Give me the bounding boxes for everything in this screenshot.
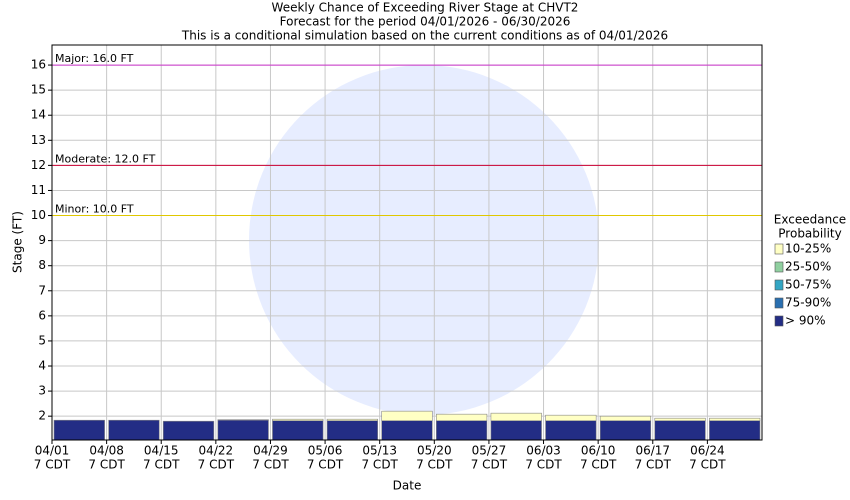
y-tick-label: 8 [38, 258, 46, 272]
x-tick-label: 7 CDT [580, 458, 617, 472]
bar-segment [217, 419, 269, 441]
x-tick-label: 05/27 [472, 444, 507, 458]
x-tick-label: 06/03 [526, 444, 561, 458]
x-tick-label: 7 CDT [307, 458, 344, 472]
bar-segment [326, 420, 378, 441]
x-axis-label: Date [393, 479, 422, 493]
legend-swatch [774, 297, 784, 309]
bar-segment [53, 419, 105, 441]
legend-label: 10-25% [785, 242, 831, 256]
y-tick-label: 12 [31, 158, 46, 172]
legend-swatch [774, 279, 784, 291]
legend-swatch [774, 243, 784, 255]
bar-segment [545, 414, 597, 421]
x-tick-label: 04/08 [89, 444, 124, 458]
bar-segment [326, 418, 378, 421]
bar-segment [545, 420, 597, 441]
x-tick-label: 04/29 [253, 444, 288, 458]
x-tick-label: 7 CDT [34, 458, 71, 472]
y-tick-label: 9 [38, 233, 46, 247]
bar-segment [654, 417, 706, 421]
x-tick-label: 05/06 [308, 444, 343, 458]
bar-segment [490, 420, 542, 441]
x-tick-label: 7 CDT [361, 458, 398, 472]
y-tick-label: 11 [31, 183, 46, 197]
x-tick-label: 7 CDT [635, 458, 672, 472]
bar-segment [436, 413, 488, 421]
legend-label: 75-90% [785, 296, 831, 310]
plot-border [51, 44, 763, 441]
plot-area [52, 45, 762, 440]
y-tick-label: 15 [31, 83, 46, 97]
y-axis-label: Stage (FT) [11, 211, 25, 273]
threshold-label: Minor: 10.0 FT [55, 203, 134, 216]
legend-swatch [774, 261, 784, 273]
x-tick-label: 04/15 [144, 444, 179, 458]
bar-segment [272, 420, 324, 441]
bar-segment [709, 417, 761, 421]
chart-title: Weekly Chance of Exceeding River Stage a… [272, 1, 579, 15]
x-tick-label: 7 CDT [143, 458, 180, 472]
watermark [249, 65, 599, 415]
bar-segment [217, 419, 269, 421]
y-tick-label: 14 [31, 108, 46, 122]
bar-segment [381, 410, 433, 421]
x-tick-label: 7 CDT [525, 458, 562, 472]
y-tick-label: 4 [38, 359, 46, 373]
legend-title: Probability [778, 227, 841, 241]
threshold-label: Major: 16.0 FT [55, 52, 134, 65]
y-tick-label: 13 [31, 133, 46, 147]
legend-title: Exceedance [774, 213, 846, 227]
y-tick-label: 16 [31, 58, 46, 72]
bar-segment [381, 420, 433, 441]
bar-segment [108, 419, 160, 441]
bar-segment [162, 420, 215, 441]
bar-segment [654, 420, 706, 441]
x-tick-label: 7 CDT [689, 458, 726, 472]
legend-label: 25-50% [785, 260, 831, 274]
y-tick-label: 10 [31, 208, 46, 222]
x-tick-label: 7 CDT [88, 458, 125, 472]
x-tick-label: 05/13 [362, 444, 397, 458]
legend-label: 50-75% [785, 278, 831, 292]
y-tick-label: 3 [38, 384, 46, 398]
x-tick-label: 06/10 [581, 444, 616, 458]
y-tick-label: 6 [38, 308, 46, 322]
bar-segment [272, 418, 324, 421]
y-tick-label: 2 [38, 409, 46, 423]
bar-segment [436, 420, 488, 441]
x-tick-label: 04/01 [35, 444, 70, 458]
x-tick-label: 7 CDT [471, 458, 508, 472]
x-tick-label: 7 CDT [416, 458, 453, 472]
x-tick-label: 7 CDT [252, 458, 289, 472]
bar-segment [599, 420, 652, 441]
chart-subtitle: Forecast for the period 04/01/2026 - 06/… [280, 15, 571, 29]
watermark-circle [249, 65, 599, 415]
legend-swatch [774, 315, 784, 327]
y-tick-label: 7 [38, 283, 46, 297]
x-tick-label: 7 CDT [198, 458, 235, 472]
bar-segment [599, 415, 652, 421]
x-tick-label: 06/24 [690, 444, 725, 458]
chart-subtitle: This is a conditional simulation based o… [181, 29, 668, 43]
x-tick-label: 05/20 [417, 444, 452, 458]
y-tick-label: 5 [38, 333, 46, 347]
x-tick-label: 04/22 [199, 444, 234, 458]
threshold-label: Moderate: 12.0 FT [55, 152, 156, 165]
legend-label: > 90% [785, 314, 826, 328]
bar-segment [490, 412, 542, 421]
bar-segment [709, 420, 761, 441]
x-tick-label: 06/17 [635, 444, 670, 458]
